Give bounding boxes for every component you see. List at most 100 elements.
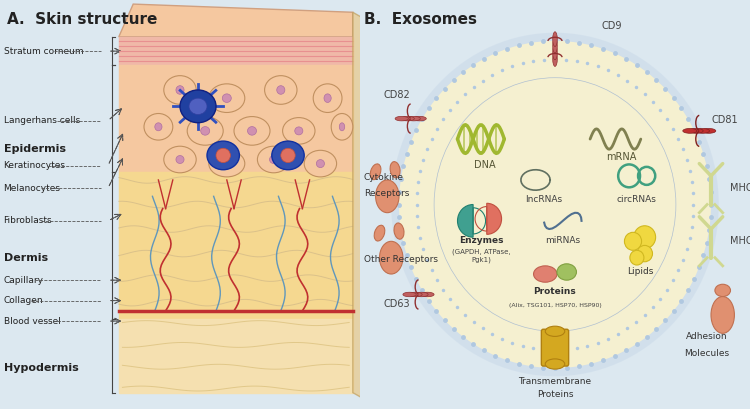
Text: Blood vessel: Blood vessel [4,317,61,326]
Text: lncRNAs: lncRNAs [525,196,562,204]
Circle shape [392,33,718,376]
Text: Adhesion: Adhesion [686,333,728,342]
Text: Molecules: Molecules [685,349,730,358]
Text: Proteins: Proteins [537,390,573,399]
Text: Melanocytes: Melanocytes [4,184,61,193]
Ellipse shape [376,180,399,213]
Ellipse shape [711,297,734,333]
Ellipse shape [413,116,426,121]
Bar [118,65,352,172]
Ellipse shape [180,90,216,123]
Ellipse shape [164,146,196,173]
Ellipse shape [557,264,577,280]
Ellipse shape [545,326,565,336]
Ellipse shape [380,241,403,274]
Ellipse shape [715,284,730,297]
Ellipse shape [370,164,381,180]
Wedge shape [487,203,502,234]
Text: Keratinocytes: Keratinocytes [4,161,65,170]
Ellipse shape [553,52,557,66]
Text: Fibroblasts: Fibroblasts [4,216,52,225]
Text: DNA: DNA [474,160,496,170]
Ellipse shape [201,126,210,135]
Ellipse shape [374,225,385,241]
Ellipse shape [283,118,315,144]
Polygon shape [352,12,368,401]
Ellipse shape [304,151,337,177]
Ellipse shape [209,84,245,112]
Ellipse shape [164,76,196,104]
Polygon shape [118,4,352,37]
Ellipse shape [269,155,278,164]
Ellipse shape [407,116,420,121]
Text: Collagen: Collagen [4,296,44,305]
Ellipse shape [216,148,230,163]
Circle shape [634,226,656,249]
Ellipse shape [390,162,400,178]
Text: Lipids: Lipids [628,267,654,276]
Text: A.  Skin structure: A. Skin structure [8,12,158,27]
Text: (Alix, TSG101, HSP70, HSP90): (Alix, TSG101, HSP70, HSP90) [509,303,602,308]
FancyBboxPatch shape [542,329,568,366]
Ellipse shape [207,141,239,170]
Text: B.  Exosomes: B. Exosomes [364,12,477,27]
Ellipse shape [394,223,404,239]
Text: Capillary: Capillary [4,276,44,285]
Ellipse shape [222,160,231,168]
Ellipse shape [689,128,703,133]
Text: mRNA: mRNA [606,151,637,162]
Text: CD63: CD63 [383,299,410,309]
Ellipse shape [248,126,256,135]
Circle shape [630,250,644,265]
Text: CD9: CD9 [602,20,622,31]
Text: Receptors: Receptors [364,189,410,198]
Ellipse shape [415,292,428,297]
Text: Transmembrane: Transmembrane [518,378,592,387]
Ellipse shape [553,32,557,47]
Ellipse shape [421,292,434,297]
Text: Pgk1): Pgk1) [471,257,490,263]
Wedge shape [458,204,473,237]
Text: Langerhans cells: Langerhans cells [4,116,80,125]
Ellipse shape [403,292,416,297]
Ellipse shape [545,359,565,369]
Ellipse shape [401,116,414,121]
Text: Hypodermis: Hypodermis [4,363,78,373]
Text: (GAPDH, ATPase,: (GAPDH, ATPase, [452,249,510,255]
Ellipse shape [533,266,557,282]
Ellipse shape [154,123,162,131]
Circle shape [625,232,641,250]
Ellipse shape [188,117,224,145]
Ellipse shape [272,141,304,170]
Ellipse shape [316,160,325,168]
Ellipse shape [222,94,231,102]
Ellipse shape [144,113,172,140]
Ellipse shape [682,128,697,133]
Ellipse shape [295,127,303,135]
Ellipse shape [553,38,557,53]
Ellipse shape [176,85,184,94]
Ellipse shape [176,155,184,164]
Text: CD81: CD81 [711,115,737,125]
Ellipse shape [257,146,290,173]
Bar [118,37,352,65]
Text: MHC I: MHC I [730,183,750,193]
Text: MHC II: MHC II [730,236,750,246]
Circle shape [399,41,711,368]
Ellipse shape [553,45,557,60]
Bar [118,172,352,319]
Ellipse shape [209,151,245,177]
Ellipse shape [702,128,715,133]
Text: circRNAs: circRNAs [617,196,657,204]
Text: Dermis: Dermis [4,253,48,263]
Ellipse shape [265,76,297,104]
Text: Enzymes: Enzymes [459,236,503,245]
Text: miRNAs: miRNAs [545,236,580,245]
Text: CD82: CD82 [383,90,410,100]
Ellipse shape [314,84,342,112]
Ellipse shape [409,292,422,297]
Circle shape [637,245,652,262]
Ellipse shape [395,116,409,121]
Ellipse shape [695,128,709,133]
Bar [118,319,352,393]
